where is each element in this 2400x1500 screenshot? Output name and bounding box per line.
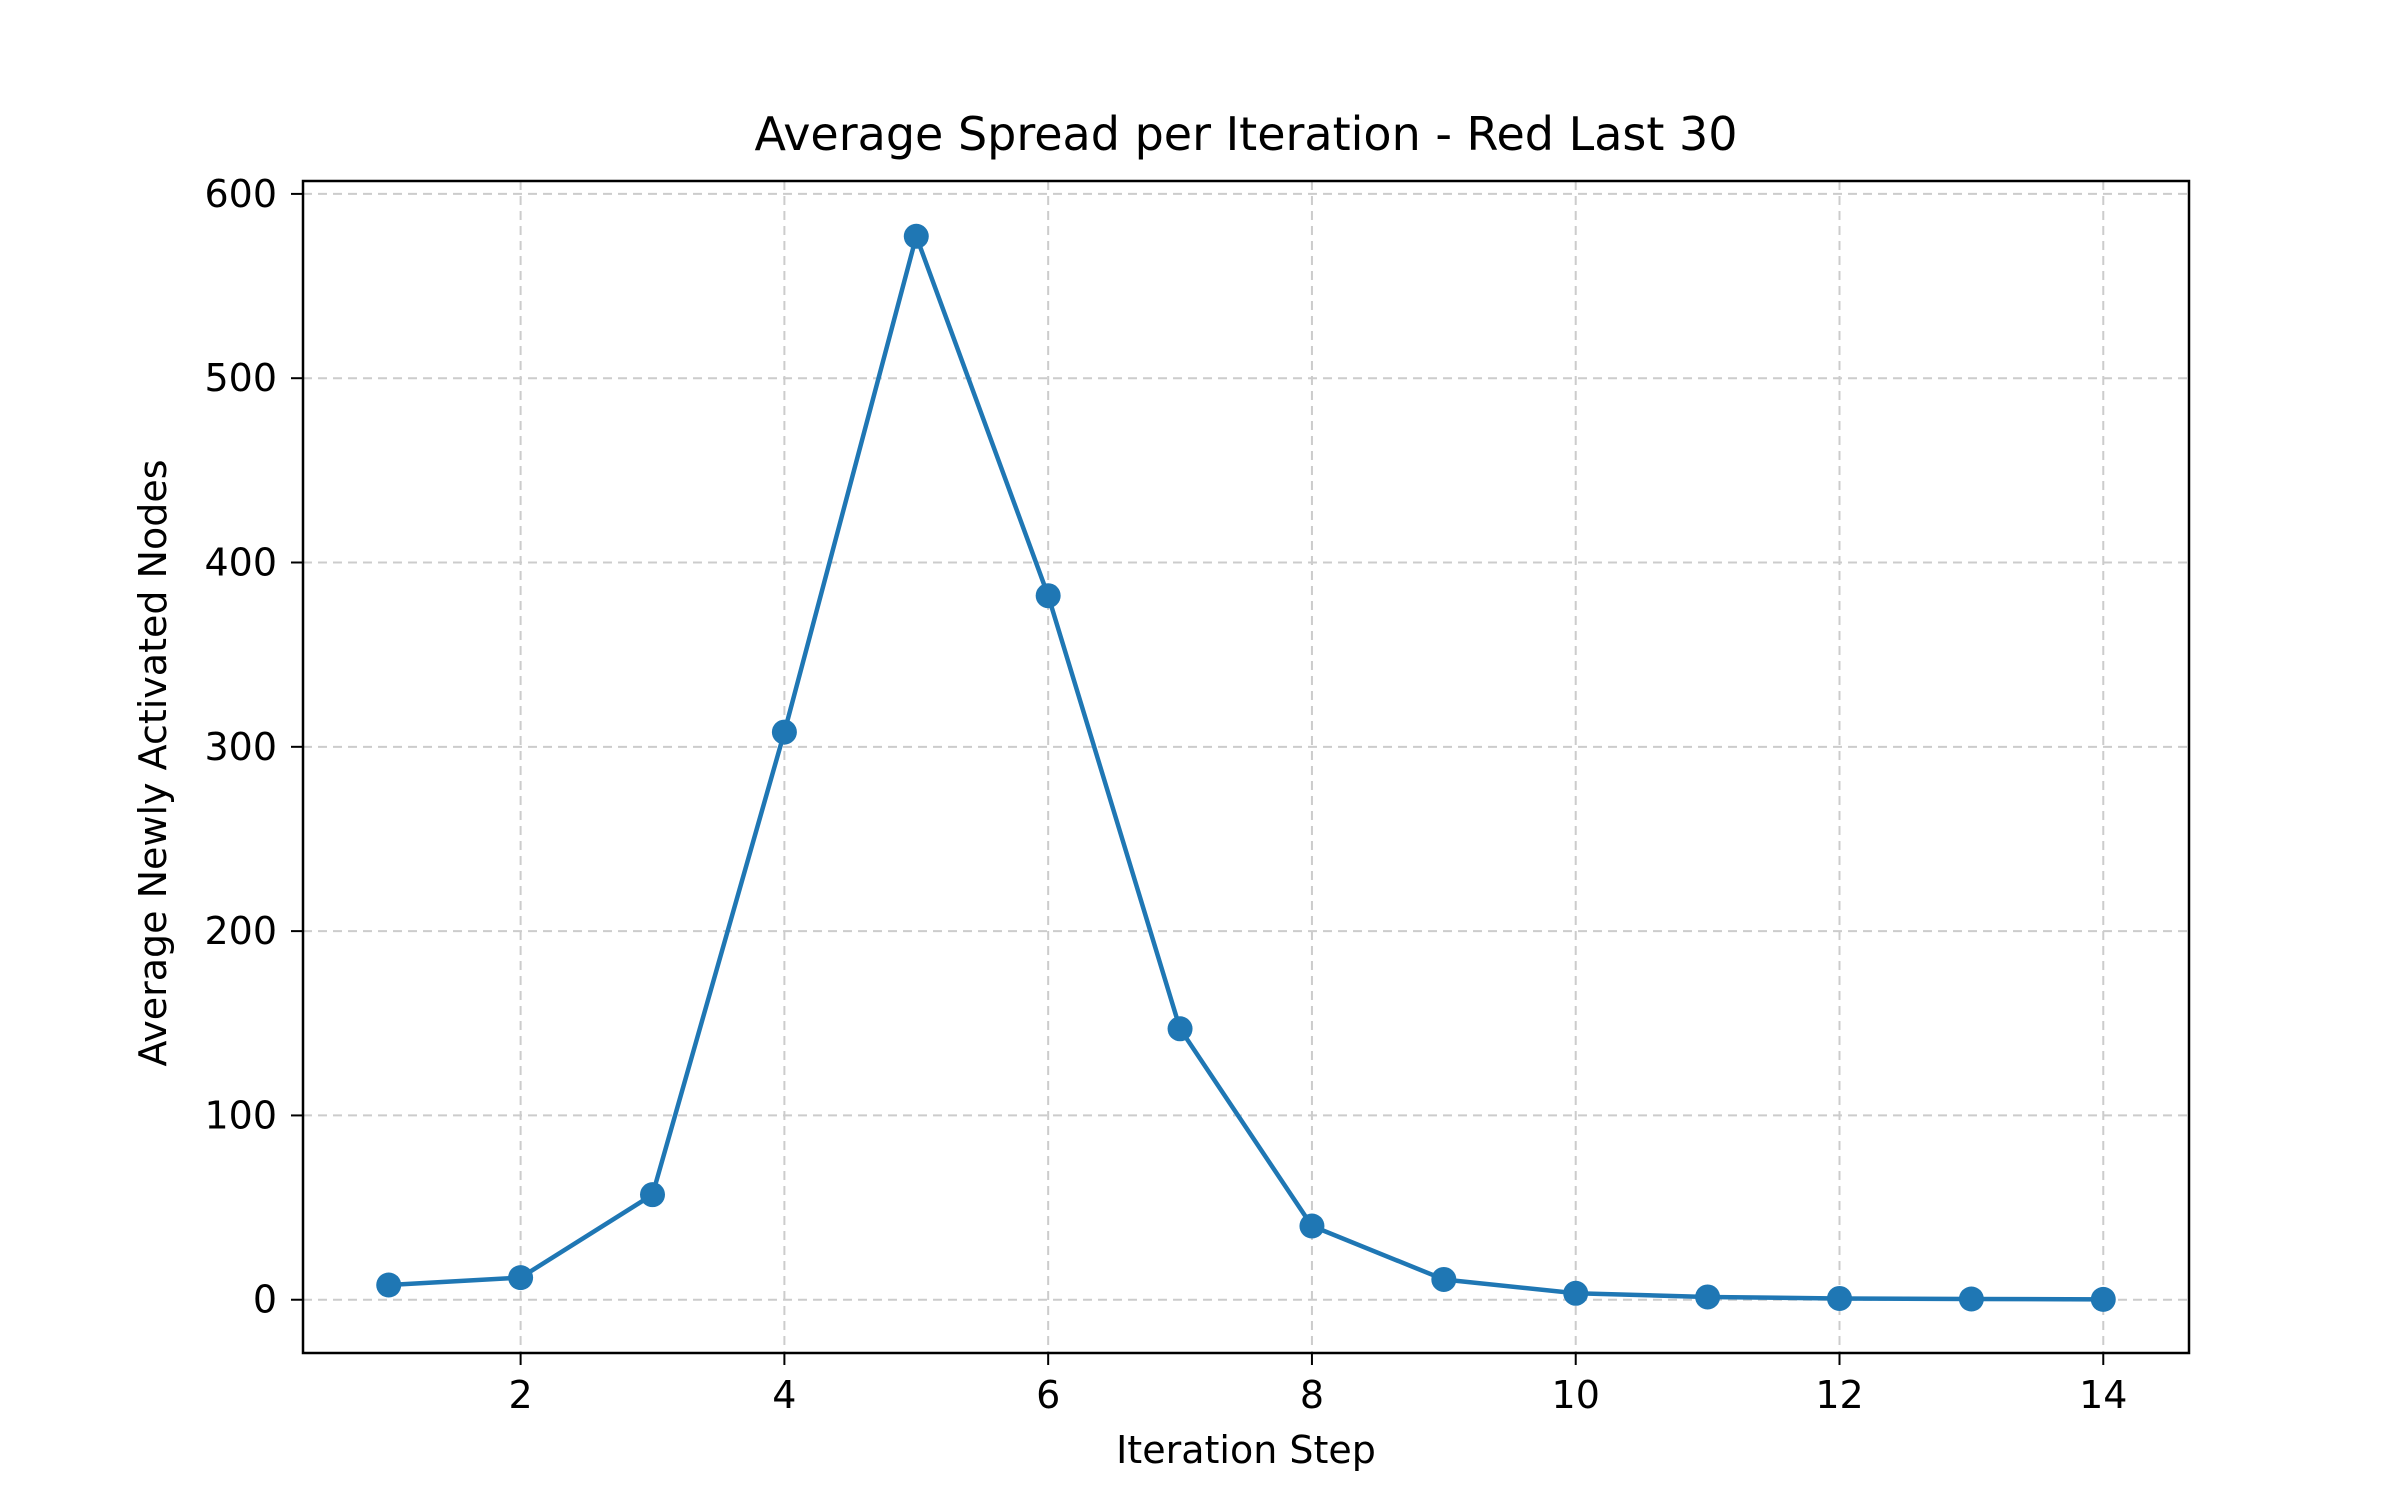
data-point bbox=[640, 1182, 666, 1208]
data-point bbox=[1035, 583, 1061, 609]
x-axis-label: Iteration Step bbox=[1116, 1428, 1376, 1472]
y-tick-label: 200 bbox=[204, 909, 277, 953]
x-tick-label: 8 bbox=[1300, 1373, 1324, 1417]
data-point bbox=[1167, 1016, 1193, 1042]
data-point bbox=[2090, 1286, 2116, 1312]
grid bbox=[303, 181, 2189, 1353]
x-tick-label: 2 bbox=[509, 1373, 533, 1417]
y-tick-label: 500 bbox=[204, 356, 277, 400]
y-tick-label: 400 bbox=[204, 541, 277, 585]
series-line bbox=[388, 234, 2104, 1302]
data-point bbox=[1826, 1285, 1852, 1311]
data-point bbox=[508, 1265, 534, 1291]
data-point bbox=[376, 1272, 402, 1298]
y-tick-label: 600 bbox=[204, 172, 277, 216]
series-layer bbox=[376, 223, 2116, 1312]
data-point bbox=[771, 719, 797, 745]
y-axis-label: Average Newly Activated Nodes bbox=[131, 459, 175, 1066]
data-point bbox=[1563, 1280, 1589, 1306]
data-point bbox=[1299, 1213, 1325, 1239]
y-tick-label: 300 bbox=[204, 725, 277, 769]
x-tick-label: 14 bbox=[2079, 1373, 2127, 1417]
chart-title: Average Spread per Iteration - Red Last … bbox=[754, 107, 1737, 161]
x-tick-label: 10 bbox=[1552, 1373, 1600, 1417]
x-tick-label: 6 bbox=[1036, 1373, 1060, 1417]
y-tick-label: 0 bbox=[253, 1278, 277, 1322]
data-point bbox=[1431, 1266, 1457, 1292]
plot-frame bbox=[301, 179, 2191, 1355]
x-tick-label: 12 bbox=[1815, 1373, 1863, 1417]
data-point bbox=[1695, 1284, 1721, 1310]
data-point bbox=[903, 223, 929, 249]
data-point bbox=[1958, 1286, 1984, 1312]
y-tick-label: 100 bbox=[204, 1093, 277, 1137]
x-tick-label: 4 bbox=[772, 1373, 796, 1417]
tick-layer: 2 4 6 8 10 12 14 0 100 200 300 400 500 600 bbox=[204, 172, 2127, 1417]
